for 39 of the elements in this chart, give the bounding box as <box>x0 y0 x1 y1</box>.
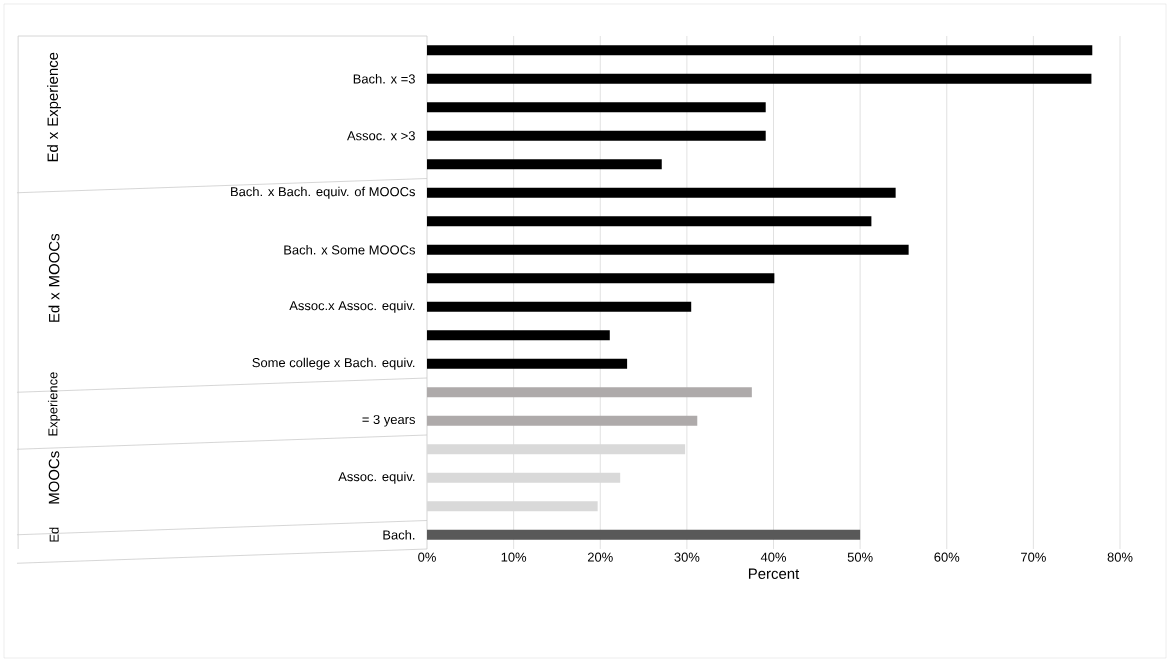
x-tick-label: 10% <box>501 552 527 562</box>
y-tick-label: Bach. x Bach. equiv. of MOOCs <box>231 186 415 199</box>
text: MOOCs <box>48 451 60 504</box>
bar <box>427 415 698 426</box>
bar <box>427 187 896 198</box>
x-tick-label: 20% <box>587 552 613 562</box>
bar <box>427 301 692 312</box>
y-tick-label: = 3 years <box>362 414 415 427</box>
y-tick-label: Some college x Bach. equiv. <box>252 357 415 370</box>
y-tick-label: Bach. x =3 <box>353 73 415 84</box>
text: Experience <box>47 372 61 436</box>
x-tick-label: 50% <box>847 552 873 562</box>
bar <box>427 159 662 170</box>
bar <box>427 102 766 113</box>
bar <box>427 244 909 255</box>
bar <box>427 130 766 141</box>
bar <box>427 273 775 284</box>
bar <box>427 387 752 398</box>
bar <box>427 529 861 540</box>
y-tick-label: Bach. x Some MOOCs <box>284 244 416 255</box>
bar <box>427 45 1093 56</box>
y-tick-label: Assoc. equiv. <box>338 471 415 484</box>
text: Ed x MOOCs <box>48 233 60 322</box>
bar <box>427 330 610 341</box>
bar <box>427 73 1092 84</box>
bar <box>427 216 872 227</box>
y-tick-label: Assoc. x >3 <box>347 131 415 141</box>
x-tick-label: 0% <box>418 552 436 562</box>
x-tick-label: 30% <box>674 552 700 562</box>
x-tick-label: 40% <box>760 552 787 562</box>
x-tick-label: 70% <box>1021 552 1046 562</box>
bar <box>427 358 628 369</box>
x-axis-title: Percent <box>748 568 800 579</box>
y-tick-label: Bach. <box>383 529 415 540</box>
text: Ed <box>49 527 59 542</box>
x-tick-label: 80% <box>1107 552 1133 562</box>
y-tick-label: Assoc.x Assoc. equiv. <box>289 300 415 313</box>
text: Ed x Experience <box>47 52 61 162</box>
x-tick-label: 60% <box>934 552 960 562</box>
